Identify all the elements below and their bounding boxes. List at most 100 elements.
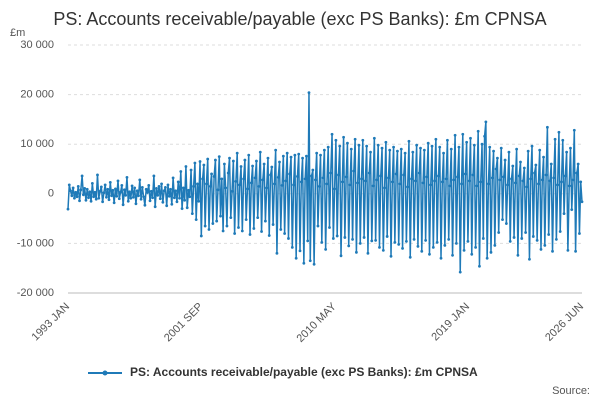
point xyxy=(229,216,233,220)
point xyxy=(554,238,558,241)
point xyxy=(343,236,347,239)
point xyxy=(330,132,334,136)
point xyxy=(206,157,210,161)
point xyxy=(513,181,517,185)
point xyxy=(281,154,285,158)
point xyxy=(192,184,196,188)
point xyxy=(458,270,462,274)
point xyxy=(461,132,465,136)
point xyxy=(121,203,125,207)
point xyxy=(306,239,310,243)
point xyxy=(85,187,89,191)
point xyxy=(558,230,562,233)
point xyxy=(352,169,356,173)
point xyxy=(535,239,539,242)
point xyxy=(475,184,479,188)
point xyxy=(69,189,72,193)
point xyxy=(210,172,213,176)
point xyxy=(324,247,328,251)
point xyxy=(289,155,293,159)
point xyxy=(424,239,428,242)
point xyxy=(167,194,171,198)
point xyxy=(374,239,378,242)
point xyxy=(125,176,129,179)
point xyxy=(146,190,149,194)
point xyxy=(170,202,174,206)
point xyxy=(111,188,115,192)
point xyxy=(547,233,551,236)
point xyxy=(419,146,422,150)
point xyxy=(205,182,208,186)
point xyxy=(148,199,152,203)
source: Source: xyxy=(552,385,590,397)
point xyxy=(337,173,340,177)
point xyxy=(426,141,430,145)
point xyxy=(566,248,570,252)
point xyxy=(531,235,535,238)
point xyxy=(435,241,439,244)
point xyxy=(156,193,160,197)
point xyxy=(378,245,381,249)
point xyxy=(465,140,469,144)
point xyxy=(255,159,258,163)
point xyxy=(283,232,287,235)
point xyxy=(137,194,140,198)
point xyxy=(580,200,584,204)
point xyxy=(238,183,242,187)
point xyxy=(164,185,167,189)
point xyxy=(361,138,365,142)
point xyxy=(214,158,217,162)
point xyxy=(215,219,219,223)
point xyxy=(370,239,374,243)
point xyxy=(230,189,234,193)
point xyxy=(403,151,407,155)
point xyxy=(399,147,403,151)
point xyxy=(488,145,492,149)
y-tick-label: -20 000 xyxy=(17,287,54,299)
point xyxy=(549,162,553,166)
point xyxy=(160,182,163,186)
point xyxy=(129,196,133,200)
point xyxy=(388,148,392,152)
point xyxy=(319,153,322,157)
point xyxy=(530,144,534,148)
point xyxy=(365,144,369,148)
point xyxy=(487,182,490,186)
point xyxy=(179,170,183,173)
point xyxy=(552,176,556,180)
x-tick-label: 2026 JUN xyxy=(543,301,586,344)
point xyxy=(169,187,172,191)
point xyxy=(138,178,142,182)
point xyxy=(545,125,549,129)
point xyxy=(133,186,137,190)
point xyxy=(297,152,301,156)
point xyxy=(276,176,280,179)
point xyxy=(287,237,290,240)
point xyxy=(320,241,324,244)
point xyxy=(175,200,179,204)
point xyxy=(524,231,528,234)
point xyxy=(579,180,583,184)
point xyxy=(321,176,325,180)
point xyxy=(197,199,201,203)
point xyxy=(81,193,85,197)
point xyxy=(496,156,499,160)
point xyxy=(79,188,83,192)
point xyxy=(171,176,175,180)
point xyxy=(208,184,212,188)
point xyxy=(87,196,90,200)
point xyxy=(534,163,538,167)
point xyxy=(578,232,581,235)
point xyxy=(187,188,190,192)
point xyxy=(193,161,197,165)
point xyxy=(533,171,536,175)
point xyxy=(219,214,222,218)
point xyxy=(410,177,413,181)
point xyxy=(247,153,251,157)
point xyxy=(572,128,576,132)
point xyxy=(404,240,408,243)
point xyxy=(74,190,78,194)
point xyxy=(469,136,472,140)
point xyxy=(434,137,438,141)
point xyxy=(296,175,299,178)
